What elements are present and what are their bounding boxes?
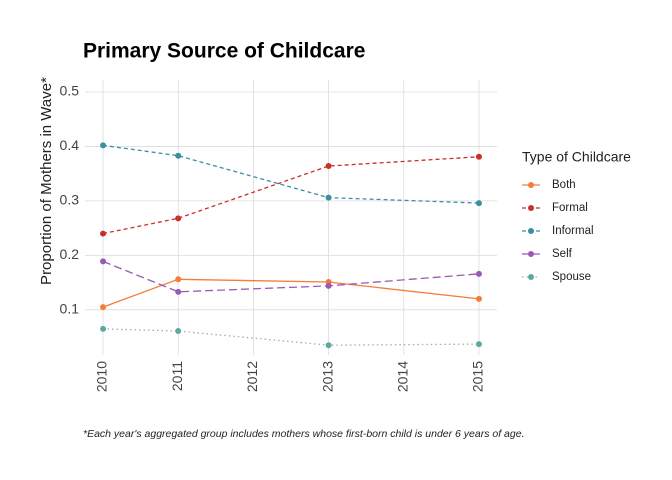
data-point — [175, 288, 182, 295]
legend-label: Spouse — [552, 271, 591, 283]
series-line — [103, 328, 479, 346]
grid — [85, 80, 497, 355]
legend-point — [528, 274, 534, 280]
x-tick-label: 2010 — [94, 361, 110, 392]
data-point — [100, 304, 107, 311]
x-tick-label: 2012 — [244, 361, 260, 392]
series-line — [102, 144, 479, 204]
data-point — [475, 341, 482, 348]
data-point — [325, 163, 332, 170]
legend-point — [528, 182, 534, 188]
y-tick-label: 0.1 — [60, 301, 80, 317]
y-tick-label: 0.2 — [60, 246, 80, 262]
legend-point — [528, 205, 534, 211]
y-axis-label: Proportion of Mothers in Wave* — [38, 77, 55, 285]
data-point — [100, 142, 107, 149]
x-tick-label: 2013 — [319, 361, 335, 392]
data-point — [175, 276, 182, 283]
footnote: *Each year's aggregated group includes m… — [83, 428, 525, 440]
data-point — [475, 270, 482, 277]
data-point — [325, 342, 332, 349]
data-point — [475, 200, 482, 207]
y-tick-label: 0.4 — [60, 137, 80, 153]
legend-point — [528, 251, 534, 257]
data-point — [325, 194, 332, 201]
chart-title: Primary Source of Childcare — [83, 40, 365, 63]
legend-label: Both — [552, 179, 576, 191]
data-point — [100, 230, 107, 237]
legend-label: Self — [552, 248, 573, 260]
legend-label: Informal — [552, 225, 594, 237]
x-tick-label: 2011 — [169, 361, 185, 391]
series-line — [102, 260, 480, 293]
data-point — [475, 295, 482, 302]
data-point — [100, 325, 107, 332]
y-tick-label: 0.3 — [60, 192, 80, 208]
y-tick-label: 0.5 — [60, 83, 80, 99]
legend-label: Formal — [552, 202, 588, 214]
series-line — [102, 156, 479, 235]
legend-point — [528, 228, 534, 234]
legend-title: Type of Childcare — [522, 149, 631, 165]
data-point — [475, 153, 482, 160]
x-tick-label: 2014 — [394, 361, 410, 392]
series-line — [102, 278, 480, 308]
data-point — [100, 258, 107, 265]
data-point — [175, 328, 182, 335]
data-point — [175, 215, 182, 222]
data-point — [325, 282, 332, 289]
data-point — [175, 152, 182, 159]
x-tick-label: 2015 — [470, 361, 486, 392]
